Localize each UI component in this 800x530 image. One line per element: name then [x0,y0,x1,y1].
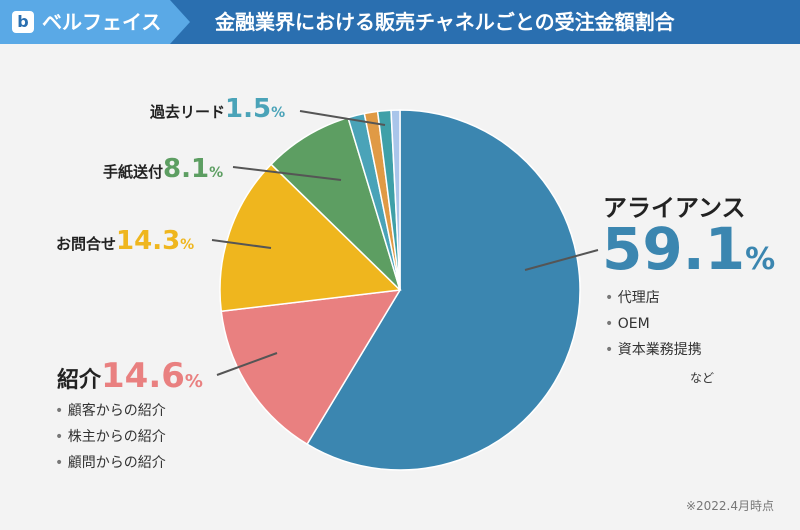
referral-detail-item: 株主からの紹介 [55,424,166,450]
leader-line-past-lead [299,110,386,126]
letter-percent-sign: % [209,165,224,181]
past-lead-percent-sign: % [271,105,286,121]
label-alliance-value: 59.1% [602,214,775,295]
alliance-detail-item: 代理店 [605,285,702,311]
leader-line-letter [232,166,342,181]
leader-lines [211,110,599,376]
referral-detail-item: 顧客からの紹介 [55,398,166,424]
pie-slice-1 [220,289,402,446]
alliance-details: 代理店 OEM 資本業務提携 [605,285,702,363]
referral-details: 顧客からの紹介 株主からの紹介 顧問からの紹介 [55,398,166,476]
leader-line-alliance [524,249,599,271]
date-note: ※2022.4月時点 [685,499,774,513]
pie-slice-2 [219,163,402,313]
past-lead-percent-value: 1.5 [225,94,272,124]
referral-name: 紹介 [57,368,102,393]
label-inquiry: お問合せ14.3% [56,224,194,262]
brand-name: ベルフェイス [42,10,162,34]
pie-slice-7 [390,109,401,291]
referral-percent-value: 14.6 [101,356,185,396]
inquiry-percent-sign: % [180,237,195,253]
inquiry-percent-value: 14.3 [116,226,181,256]
leader-line-referral [216,352,278,376]
brand-badge: b ベルフェイス [0,0,190,44]
pie-slice-0 [306,109,581,471]
referral-detail-item: 顧問からの紹介 [55,450,166,476]
referral-percent-sign: % [184,371,203,392]
alliance-details-suffix: など [690,371,715,385]
label-past-lead: 過去リード1.5% [150,92,285,130]
pie-slices [219,109,581,471]
alliance-percent-sign: % [745,242,776,277]
letter-name: 手紙送付 [103,163,164,181]
label-letter: 手紙送付8.1% [103,152,223,190]
alliance-detail-item: OEM [605,311,702,337]
label-alliance-name: アライアンス [603,194,746,222]
bellface-logo-icon: b [12,11,34,33]
chart-title: 金融業界における販売チャネルごとの受注金額割合 [215,10,675,34]
past-lead-name: 過去リード [150,103,226,121]
label-referral: 紹介14.6% [57,356,203,402]
alliance-detail-item: 資本業務提携 [605,337,702,363]
header-bar: b ベルフェイス 金融業界における販売チャネルごとの受注金額割合 [0,0,800,44]
letter-percent-value: 8.1 [163,154,210,184]
leader-line-inquiry [211,239,272,249]
inquiry-name: お問合せ [56,235,117,253]
alliance-percent-value: 59.1 [602,215,746,283]
